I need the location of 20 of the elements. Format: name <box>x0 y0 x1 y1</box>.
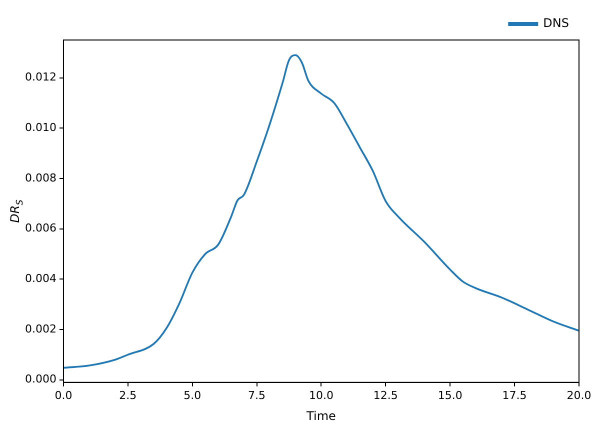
y-tick-label: 0.010 <box>24 120 56 134</box>
line-series <box>63 54 579 369</box>
x-tick-label: 20.0 <box>566 388 592 402</box>
x-tick-label: 10.0 <box>308 388 334 402</box>
x-axis-title: Time <box>306 408 336 423</box>
y-tick-label: 0.006 <box>24 222 56 235</box>
x-tick-label: 2.5 <box>119 388 137 402</box>
y-tick-label: 0.000 <box>24 372 56 386</box>
x-tick-label: 15.0 <box>438 388 462 402</box>
x-tick-label: 17.5 <box>502 388 527 402</box>
x-tick-label: 12.5 <box>373 388 398 402</box>
legend-label: DNS <box>543 16 570 30</box>
x-tick-label: 0.0 <box>54 388 72 402</box>
x-tick-label: 5.0 <box>184 388 202 402</box>
y-axis-title: DRS <box>8 199 26 223</box>
x-tick-label: 7.5 <box>248 388 266 402</box>
y-tick-label: 0.002 <box>24 322 56 336</box>
y-tick-label: 0.012 <box>24 70 56 84</box>
y-tick-label: 0.004 <box>24 272 56 286</box>
y-tick-label: 0.008 <box>24 171 56 184</box>
